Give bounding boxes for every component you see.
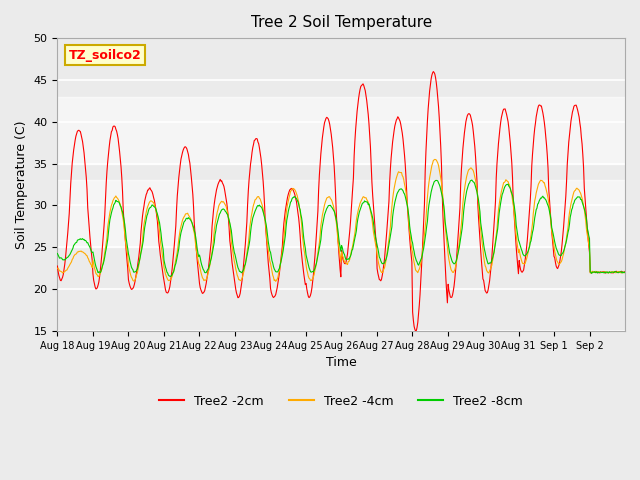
Bar (58, 180, 625, 247)
X-axis label: Time: Time (326, 356, 356, 369)
Y-axis label: Soil Temperature (C): Soil Temperature (C) (15, 120, 28, 249)
Title: Tree 2 Soil Temperature: Tree 2 Soil Temperature (251, 15, 432, 30)
Text: TZ_soilco2: TZ_soilco2 (68, 48, 141, 61)
Bar (58, 96, 625, 164)
Legend: Tree2 -2cm, Tree2 -4cm, Tree2 -8cm: Tree2 -2cm, Tree2 -4cm, Tree2 -8cm (154, 390, 528, 413)
